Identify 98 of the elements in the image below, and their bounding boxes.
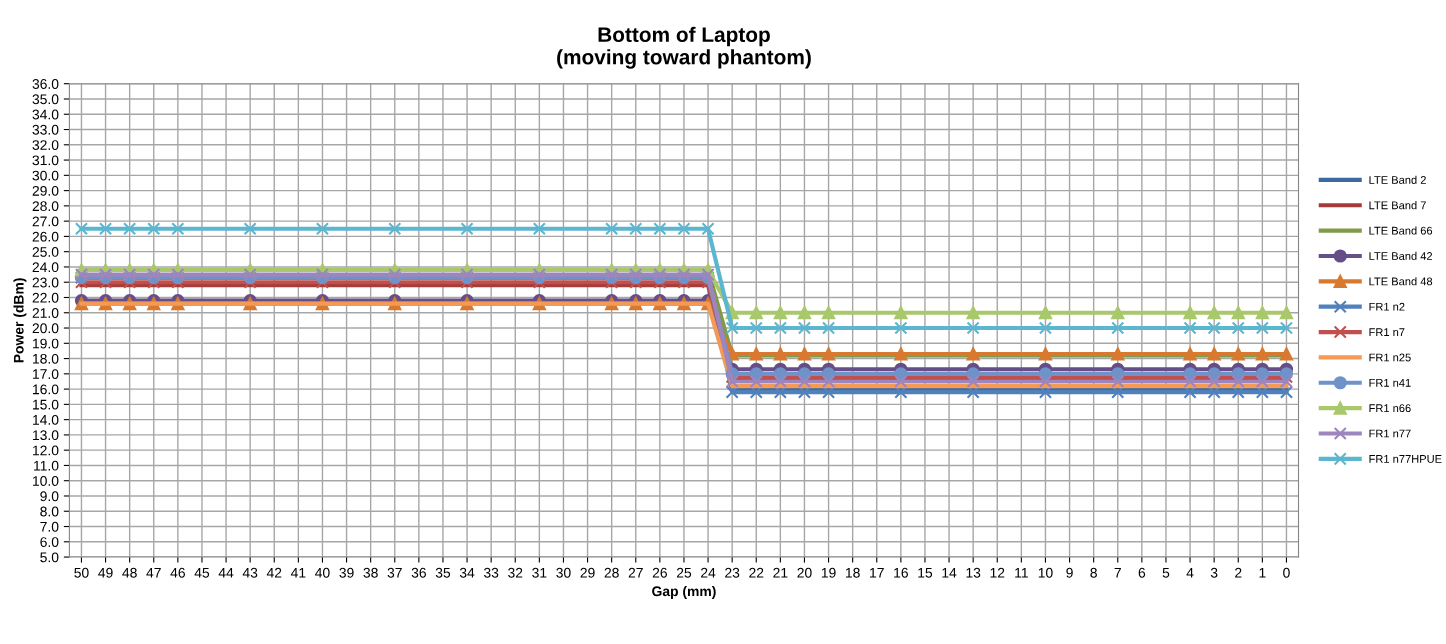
x-tick-label: 22 <box>749 567 764 578</box>
y-tick-label: 22.0 <box>32 292 59 303</box>
y-tick-label: 10.0 <box>33 476 59 486</box>
y-tick-label: 36.0 <box>32 79 59 89</box>
y-tick-label: 21.0 <box>32 308 59 318</box>
legend-label: FR1 n2 <box>1369 302 1405 311</box>
legend-label: FR1 n41 <box>1369 379 1411 387</box>
legend-label: LTE Band 48 <box>1369 277 1433 286</box>
y-tick-label: 23.0 <box>32 277 59 288</box>
y-axis-title: Power (dBm) <box>13 278 27 363</box>
x-tick-label: 34 <box>459 567 475 578</box>
x-tick-label: 35 <box>435 567 451 578</box>
x-tick-label: 40 <box>315 567 330 578</box>
y-tick-label: 27.0 <box>32 216 59 227</box>
x-tick-label: 45 <box>194 567 210 578</box>
x-tick-label: 12 <box>990 567 1005 578</box>
x-tick-label: 27 <box>628 567 643 578</box>
x-tick-label: 28 <box>604 567 619 578</box>
y-tick-label: 31.0 <box>32 155 59 166</box>
x-tick-label: 11 <box>1015 567 1028 578</box>
x-tick-label: 14 <box>942 567 957 578</box>
x-tick-label: 7 <box>1114 567 1121 578</box>
x-tick-label: 21 <box>773 567 788 578</box>
x-tick-label: 50 <box>74 567 89 578</box>
x-tick-label: 15 <box>918 567 933 578</box>
y-tick-label: 13.0 <box>33 430 59 441</box>
y-tick-label: 9.0 <box>40 491 59 502</box>
y-tick-label: 8.0 <box>40 506 59 517</box>
x-tick-label: 46 <box>170 567 185 578</box>
x-tick-label: 41 <box>290 567 306 578</box>
x-tick-label: 5 <box>1162 567 1170 578</box>
y-tick-label: 18.0 <box>33 353 59 364</box>
x-tick-label: 31 <box>532 567 547 578</box>
y-tick-label: 17.0 <box>33 369 59 379</box>
x-tick-label: 44 <box>218 567 234 578</box>
x-tick-label: 38 <box>363 567 378 578</box>
x-tick-label: 4 <box>1186 567 1194 578</box>
x-tick-label: 13 <box>966 567 981 578</box>
y-tick-label: 16.0 <box>33 384 59 395</box>
legend-label: FR1 n77HPUE <box>1369 455 1442 463</box>
y-tick-label: 28.0 <box>32 201 59 212</box>
legend-label: FR1 n7 <box>1369 328 1405 336</box>
x-tick-label: 37 <box>387 567 402 578</box>
x-tick-label: 6 <box>1138 567 1146 578</box>
chart-title: Bottom of Laptop (moving toward phantom) <box>557 26 811 69</box>
x-tick-label: 32 <box>508 567 523 578</box>
x-tick-label: 30 <box>556 567 571 578</box>
x-tick-label: 24 <box>701 567 716 578</box>
x-tick-label: 43 <box>242 567 258 578</box>
y-tick-label: 6.0 <box>40 537 59 547</box>
x-tick-label: 17 <box>870 567 884 578</box>
x-tick-label: 29 <box>580 567 595 578</box>
x-tick-label: 2 <box>1235 567 1242 578</box>
x-tick-label: 20 <box>797 567 812 578</box>
y-tick-label: 26.0 <box>32 231 59 242</box>
legend-label: LTE Band 42 <box>1369 251 1433 260</box>
y-tick-label: 11.0 <box>34 460 59 471</box>
x-tick-label: 42 <box>266 567 282 578</box>
x-axis-title: Gap (mm) <box>652 585 716 599</box>
x-tick-label: 49 <box>98 567 113 578</box>
x-tick-label: 26 <box>652 567 667 578</box>
y-tick-label: 15.0 <box>33 399 59 410</box>
legend-label: LTE Band 66 <box>1369 226 1433 235</box>
y-tick-label: 29.0 <box>32 185 59 196</box>
legend-label: LTE Band 7 <box>1369 201 1426 210</box>
x-tick-label: 33 <box>483 567 499 578</box>
y-tick-label: 20.0 <box>32 323 59 334</box>
legend-label: LTE Band 2 <box>1369 175 1426 184</box>
y-tick-label: 30.0 <box>32 170 59 181</box>
y-tick-label: 19.0 <box>33 338 59 349</box>
legend-label: FR1 n77 <box>1369 429 1411 438</box>
y-tick-label: 5.0 <box>40 552 59 563</box>
x-tick-label: 1 <box>1259 567 1266 578</box>
legend-label: FR1 n25 <box>1369 353 1411 362</box>
x-tick-label: 23 <box>725 567 740 578</box>
y-tick-label: 33.0 <box>32 124 59 135</box>
x-tick-label: 3 <box>1210 567 1218 578</box>
y-tick-label: 25.0 <box>32 247 59 257</box>
y-tick-label: 35.0 <box>32 94 59 105</box>
y-tick-label: 32.0 <box>32 140 59 150</box>
y-tick-label: 14.0 <box>33 414 59 425</box>
legend-label: FR1 n66 <box>1369 404 1411 413</box>
y-tick-label: 12.0 <box>33 445 59 456</box>
y-tick-label: 7.0 <box>40 521 59 532</box>
x-tick-label: 39 <box>339 567 354 578</box>
x-tick-label: 19 <box>821 567 836 578</box>
x-tick-label: 9 <box>1066 567 1073 578</box>
x-tick-label: 36 <box>411 567 426 578</box>
x-tick-label: 18 <box>845 567 860 578</box>
x-tick-label: 25 <box>676 567 692 578</box>
x-tick-label: 10 <box>1038 567 1053 578</box>
x-tick-label: 8 <box>1090 567 1097 578</box>
y-tick-label: 34.0 <box>32 109 59 120</box>
x-tick-label: 16 <box>894 567 908 578</box>
x-tick-label: 48 <box>122 567 137 578</box>
x-tick-label: 47 <box>146 567 161 578</box>
y-tick-label: 24.0 <box>32 262 59 273</box>
x-tick-label: 0 <box>1283 567 1290 578</box>
